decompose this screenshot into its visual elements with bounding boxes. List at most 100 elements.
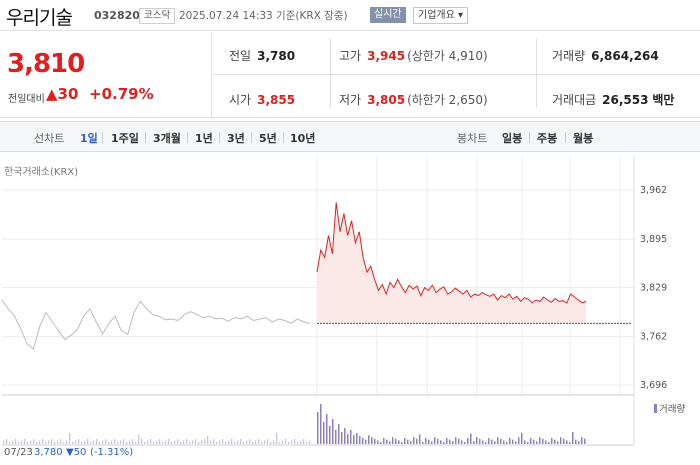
- prev-day-summary: 07/23 3,780 ▼50 (-1.31%): [0, 446, 700, 465]
- candle-weekly-tab[interactable]: 주봉: [537, 132, 558, 145]
- timestamp: 2025.07.24 14:33 기준(KRX 장중): [179, 10, 348, 22]
- volume-bar: [132, 439, 134, 444]
- volume-bar: [527, 442, 529, 444]
- volume-bar: [473, 441, 475, 444]
- volume-bar: [273, 440, 275, 444]
- separator: [251, 132, 252, 143]
- market-badge: 코스닥: [139, 8, 176, 24]
- price-area-fill: [317, 202, 586, 324]
- divider: [330, 38, 331, 108]
- volume-bar: [204, 439, 206, 444]
- y-tick-label: 3,962: [640, 185, 667, 196]
- volume-bar: [9, 442, 11, 444]
- volume-bar: [285, 439, 287, 444]
- volume-bar: [485, 442, 487, 444]
- volume-bar: [398, 440, 400, 444]
- y-tick-label: 3,696: [640, 380, 667, 391]
- volume-bar: [96, 439, 98, 444]
- period-3y-tab[interactable]: 3년: [227, 132, 245, 145]
- volume-bar: [219, 440, 221, 444]
- volume-bar: [243, 442, 245, 444]
- period-1d-tab[interactable]: 1일: [80, 132, 98, 145]
- realtime-button[interactable]: 실시간: [370, 7, 406, 23]
- period-5y-tab[interactable]: 5년: [259, 132, 277, 145]
- volume-bar: [467, 438, 469, 444]
- volume-bar: [294, 439, 296, 444]
- volume-bar: [51, 439, 53, 444]
- volume-bar: [338, 424, 340, 444]
- divider: [213, 74, 700, 75]
- volume-bar: [335, 430, 337, 444]
- period-10y-tab[interactable]: 10년: [290, 132, 316, 145]
- stat-label: 거래량: [552, 49, 586, 63]
- volume-bar: [377, 440, 379, 444]
- separator: [145, 132, 146, 143]
- stock-name: 우리기술: [6, 7, 73, 29]
- volume-bar: [368, 435, 370, 444]
- volume-bar: [434, 437, 436, 444]
- volume-bar: [57, 440, 59, 444]
- line-chart-label: 선차트: [34, 132, 65, 145]
- stat-label: 저가: [339, 93, 362, 107]
- volume-bar: [581, 437, 583, 444]
- volume-bar: [282, 440, 284, 444]
- volume-bar: [470, 433, 472, 444]
- volume-bar: [506, 442, 508, 444]
- change-label: 전일대비: [8, 94, 45, 105]
- volume-bar: [225, 442, 227, 444]
- volume-bar: [548, 442, 550, 444]
- prev-day-close: 3,780: [34, 447, 63, 458]
- company-info-label: 기업개요: [418, 10, 455, 21]
- company-info-dropdown[interactable]: 기업개요 ▾: [413, 7, 469, 24]
- volume-bar: [518, 437, 520, 444]
- volume-bar: [267, 439, 269, 444]
- volume-bar: [135, 442, 137, 444]
- volume-bar: [488, 438, 490, 444]
- period-3m-tab[interactable]: 3개월: [153, 132, 181, 145]
- volume-bar: [162, 442, 164, 444]
- volume-legend-swatch: [654, 404, 657, 413]
- stat-unit: 백만: [652, 93, 675, 107]
- current-price: 3,810: [7, 49, 85, 79]
- candle-daily-tab[interactable]: 일봉: [502, 132, 523, 145]
- volume-bar: [461, 440, 463, 444]
- stat-value: 3,945: [367, 49, 406, 63]
- volume-bar: [512, 439, 514, 444]
- volume-bar: [542, 438, 544, 444]
- stock-code: 032820: [94, 9, 140, 22]
- stat-label: 고가: [339, 49, 362, 63]
- volume-bar: [33, 439, 35, 444]
- candle-monthly-tab[interactable]: 월봉: [573, 132, 594, 145]
- stat-label: 거래대금: [552, 93, 597, 107]
- stock-header: 우리기술 032820 코스닥 2025.07.24 14:33 기준(KRX …: [0, 0, 700, 31]
- separator: [283, 132, 284, 143]
- divider: [536, 38, 537, 108]
- volume-bar: [228, 440, 230, 444]
- volume-bar: [437, 438, 439, 444]
- volume-bar: [401, 442, 403, 444]
- period-1w-tab[interactable]: 1주일: [111, 132, 139, 145]
- volume-bar: [237, 440, 239, 444]
- volume-bar: [407, 439, 409, 444]
- prev-day-change-pct: (-1.31%): [90, 447, 134, 458]
- period-1y-tab[interactable]: 1년: [195, 132, 213, 145]
- stat-sub: (하한가 2,650): [407, 93, 488, 107]
- volume-bar: [572, 432, 574, 444]
- stat-sub: (상한가 4,910): [407, 49, 488, 63]
- volume-bar: [297, 442, 299, 444]
- volume-bar: [479, 438, 481, 444]
- volume-bar: [419, 434, 421, 444]
- volume-bar: [509, 438, 511, 444]
- volume-bar: [123, 439, 125, 444]
- volume-bar: [12, 440, 14, 444]
- volume-bar: [63, 442, 65, 444]
- volume-bar: [410, 441, 412, 444]
- volume-bar: [222, 439, 224, 444]
- volume-bar: [87, 439, 89, 444]
- volume-bar: [491, 439, 493, 444]
- volume-bar: [150, 439, 152, 444]
- volume-bar: [201, 440, 203, 444]
- volume-bar: [165, 440, 167, 444]
- chevron-down-icon: ▾: [458, 10, 464, 21]
